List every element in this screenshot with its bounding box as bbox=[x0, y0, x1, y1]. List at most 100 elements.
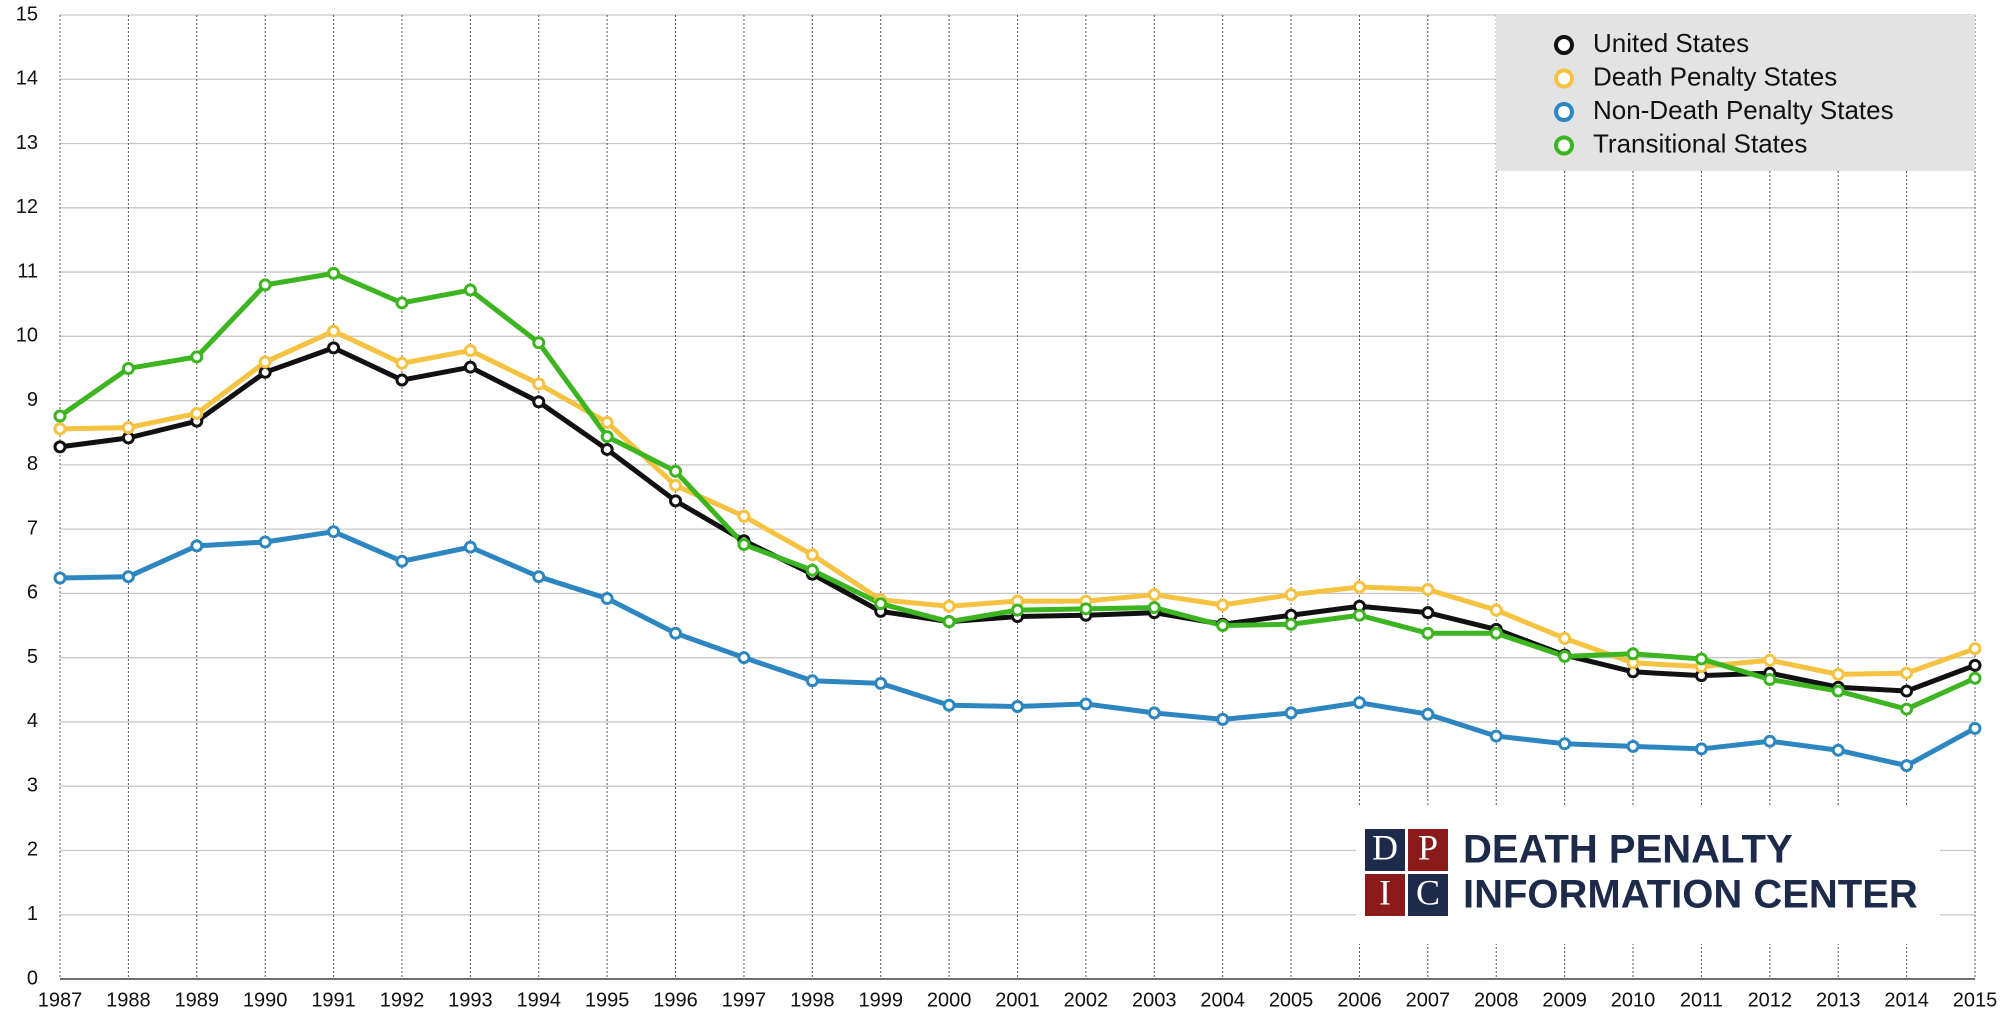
data-point bbox=[258, 365, 272, 379]
data-point bbox=[395, 296, 409, 310]
data-point bbox=[1284, 588, 1298, 602]
x-tick-label: 2012 bbox=[1748, 989, 1793, 1011]
data-point bbox=[395, 554, 409, 568]
data-point bbox=[1216, 619, 1230, 633]
y-tick-label: 12 bbox=[16, 196, 38, 218]
x-tick-label: 1990 bbox=[243, 989, 288, 1011]
data-point bbox=[327, 266, 341, 280]
y-tick-label: 3 bbox=[27, 774, 38, 796]
data-point bbox=[600, 415, 614, 429]
y-tick-label: 1 bbox=[27, 903, 38, 925]
data-point bbox=[1900, 684, 1914, 698]
data-point bbox=[669, 626, 683, 640]
data-point bbox=[1352, 580, 1366, 594]
x-tick-label: 2004 bbox=[1200, 989, 1245, 1011]
x-tick-label: 2003 bbox=[1132, 989, 1177, 1011]
data-point bbox=[805, 563, 819, 577]
x-tick-label: 2001 bbox=[995, 989, 1040, 1011]
data-point bbox=[258, 535, 272, 549]
data-point bbox=[942, 698, 956, 712]
data-point bbox=[1900, 759, 1914, 773]
data-point bbox=[874, 676, 888, 690]
y-tick-label: 11 bbox=[17, 260, 38, 282]
lines bbox=[53, 266, 1982, 773]
x-tick-label: 2005 bbox=[1269, 989, 1314, 1011]
data-point bbox=[1763, 673, 1777, 687]
data-point bbox=[1626, 739, 1640, 753]
x-tick-label: 2006 bbox=[1337, 989, 1382, 1011]
x-tick-label: 1996 bbox=[653, 989, 698, 1011]
logo-square bbox=[1365, 829, 1405, 871]
data-point bbox=[190, 539, 204, 553]
data-point bbox=[532, 377, 546, 391]
data-point bbox=[737, 509, 751, 523]
data-point bbox=[1147, 706, 1161, 720]
data-point bbox=[1968, 658, 1982, 672]
data-point bbox=[669, 494, 683, 508]
data-point bbox=[258, 278, 272, 292]
x-tick-label: 1989 bbox=[175, 989, 220, 1011]
logo-square bbox=[1408, 829, 1448, 871]
data-point bbox=[1147, 588, 1161, 602]
data-point bbox=[1694, 742, 1708, 756]
data-point bbox=[121, 570, 135, 584]
data-point bbox=[942, 599, 956, 613]
data-point bbox=[1968, 671, 1982, 685]
x-tick-label: 2014 bbox=[1884, 989, 1929, 1011]
x-tick-label: 2010 bbox=[1611, 989, 1656, 1011]
data-point bbox=[1489, 603, 1503, 617]
data-point bbox=[1763, 653, 1777, 667]
data-point bbox=[1421, 707, 1435, 721]
data-point bbox=[942, 615, 956, 629]
x-tick-label: 1998 bbox=[790, 989, 835, 1011]
data-point bbox=[463, 360, 477, 374]
data-point bbox=[1968, 721, 1982, 735]
logo: D P I C DEATH PENALTY INFORMATION CENTER bbox=[1356, 807, 1940, 944]
y-tick-label: 14 bbox=[16, 68, 38, 90]
data-point bbox=[532, 570, 546, 584]
data-point bbox=[874, 597, 888, 611]
data-point bbox=[327, 525, 341, 539]
legend-box bbox=[1496, 15, 1975, 171]
data-point bbox=[600, 442, 614, 456]
data-point bbox=[1421, 583, 1435, 597]
x-tick-label: 1997 bbox=[722, 989, 767, 1011]
y-tick-label: 6 bbox=[27, 582, 38, 604]
data-point bbox=[1831, 667, 1845, 681]
data-point bbox=[1079, 602, 1093, 616]
x-tick-label: 2000 bbox=[927, 989, 972, 1011]
y-tick-label: 5 bbox=[27, 646, 38, 668]
data-point bbox=[1352, 608, 1366, 622]
data-point bbox=[463, 283, 477, 297]
logo-square bbox=[1408, 874, 1448, 916]
x-tick-label: 2007 bbox=[1406, 989, 1451, 1011]
data-point bbox=[1352, 696, 1366, 710]
x-tick-label: 1999 bbox=[858, 989, 903, 1011]
data-point bbox=[1489, 626, 1503, 640]
data-point bbox=[737, 651, 751, 665]
data-point bbox=[1900, 702, 1914, 716]
legend-label: Transitional States bbox=[1593, 128, 1807, 158]
data-point bbox=[1147, 601, 1161, 615]
logo-letter: P bbox=[1418, 827, 1438, 867]
data-point bbox=[1011, 603, 1024, 617]
y-tick-label: 7 bbox=[27, 517, 38, 539]
data-point bbox=[121, 431, 135, 445]
data-point bbox=[532, 395, 546, 409]
data-point bbox=[121, 361, 135, 375]
data-point bbox=[1694, 652, 1708, 666]
legend-marker bbox=[1554, 135, 1574, 156]
x-tick-label: 2011 bbox=[1680, 989, 1723, 1011]
legend-label: Non-Death Penalty States bbox=[1593, 95, 1894, 125]
data-point bbox=[53, 422, 67, 436]
legend-label: Death Penalty States bbox=[1593, 61, 1837, 91]
y-tick-label: 10 bbox=[16, 325, 38, 347]
y-tick-label: 8 bbox=[27, 453, 38, 475]
data-point bbox=[121, 421, 135, 435]
data-point bbox=[1968, 642, 1982, 656]
x-tick-label: 1991 bbox=[311, 989, 356, 1011]
logo-text: DEATH PENALTY bbox=[1463, 828, 1793, 872]
logo-letter: I bbox=[1379, 872, 1391, 912]
